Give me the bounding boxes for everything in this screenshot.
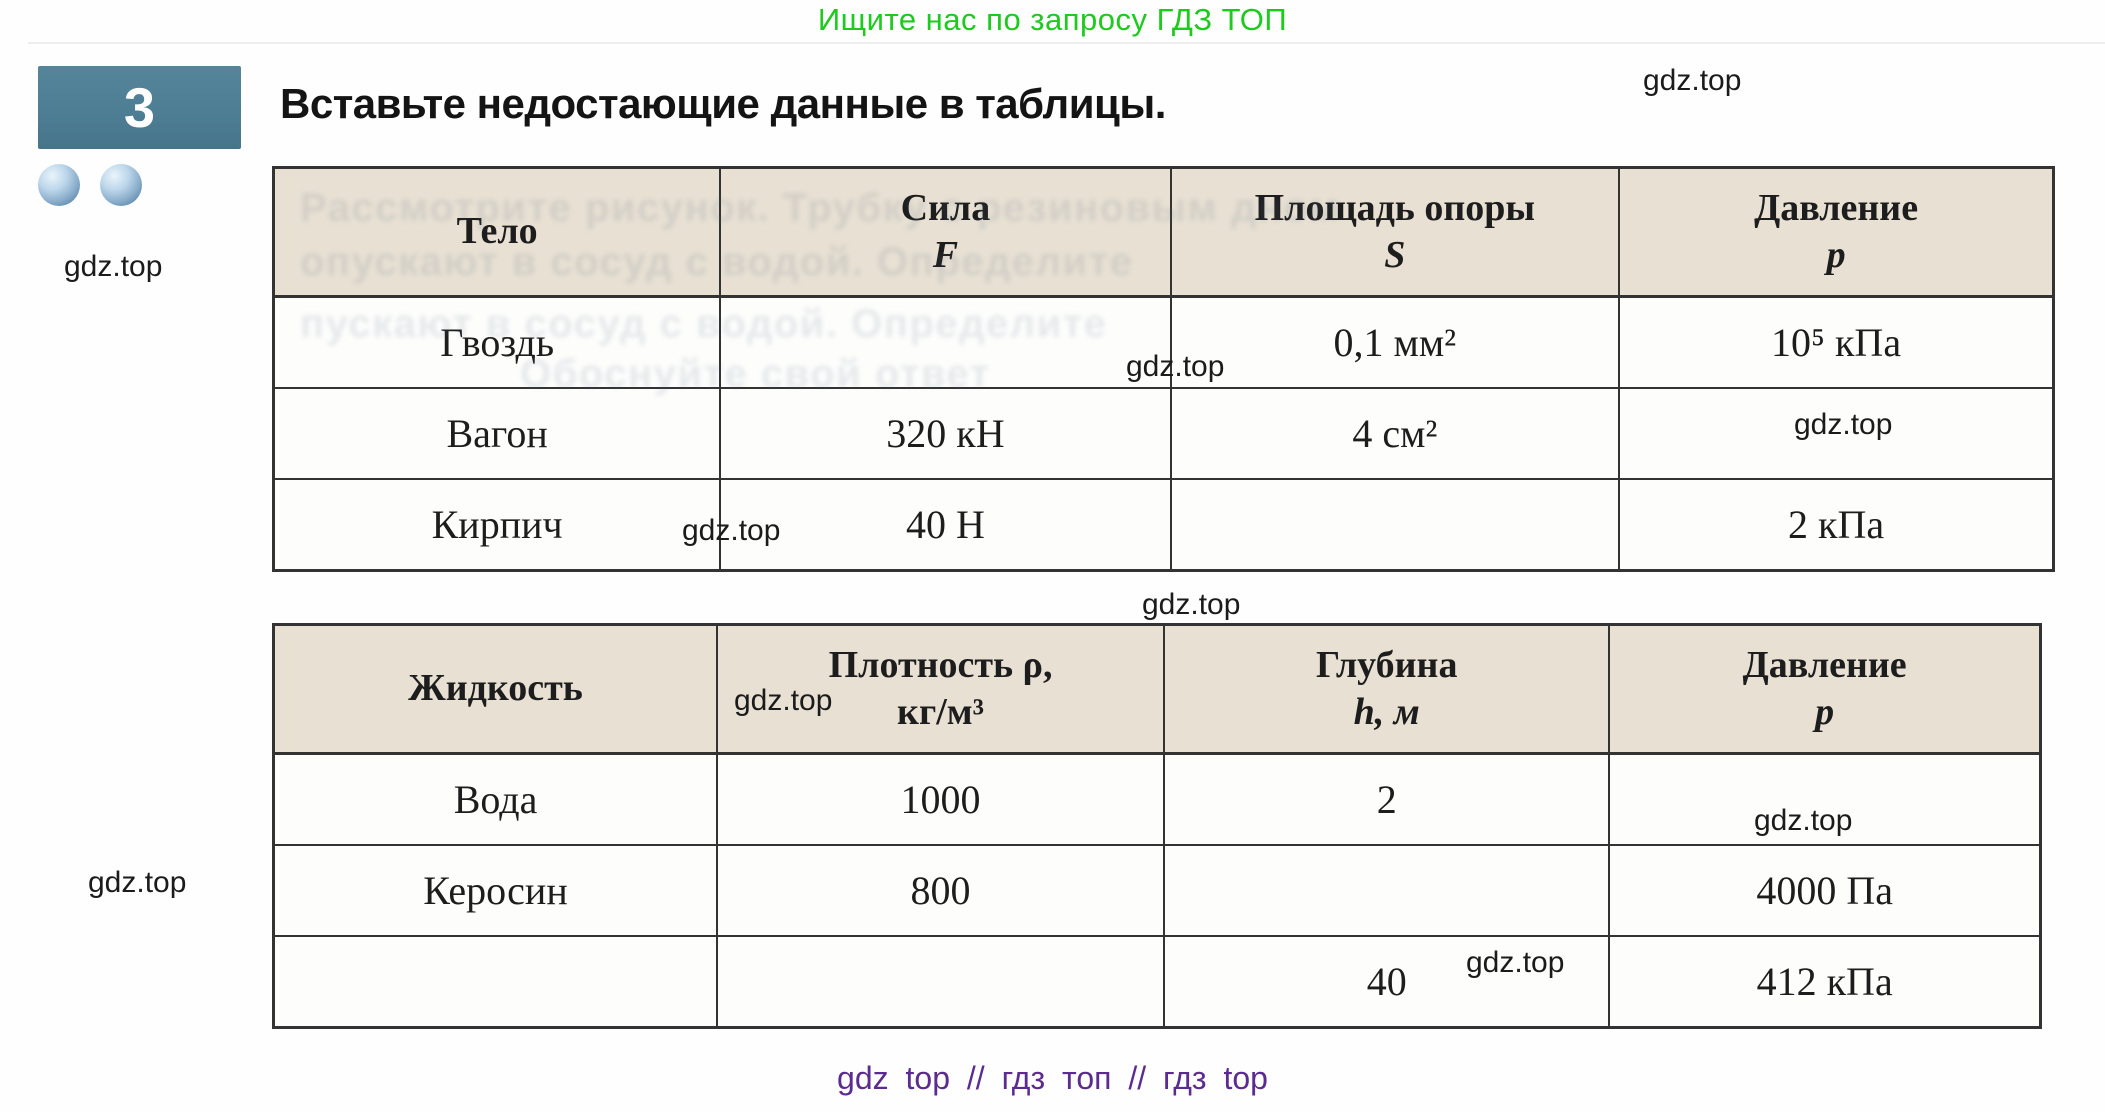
table-header-row: Тело Сила F Площадь опоры S Давление p — [272, 166, 2055, 298]
data-cell: 412 кПа — [1608, 935, 2042, 1029]
header-symbol: p — [1815, 691, 1835, 733]
gdz-watermark: gdz.top — [88, 866, 187, 899]
table-row: 40 412 кПа — [272, 935, 2042, 1029]
table-header-row: Жидкость Плотность ρ, кг/м³ Глубина h, м Давл… — [272, 623, 2042, 755]
table-row: Вода 1000 2 — [272, 752, 2042, 846]
empty-cell-to-fill — [1163, 844, 1611, 937]
empty-cell-to-fill — [1169, 478, 1621, 572]
data-cell: 2 кПа — [1618, 478, 2055, 572]
data-cell: 320 кН — [719, 387, 1172, 480]
data-cell: Кирпич — [272, 478, 722, 572]
table-row: Керосин 800 4000 Па — [272, 844, 2042, 937]
header-label: Плотность ρ, — [828, 643, 1053, 686]
table-row: Вагон 320 кН 4 см² — [272, 387, 2055, 480]
table-row: Кирпич 40 Н 2 кПа — [272, 478, 2055, 572]
header-label: Площадь опоры — [1254, 186, 1536, 229]
scan-page-edge — [28, 42, 2105, 44]
promo-banner-text: Ищите нас по запросу ГДЗ ТОП — [817, 2, 1288, 37]
gdz-watermark: gdz.top — [1466, 946, 1565, 979]
footer-watermark: gdz top // гдз топ // гдз top — [837, 1060, 1268, 1096]
task-title: Вставьте недостающие данные в таблицы. — [280, 80, 1166, 127]
data-cell: 0,1 мм² — [1169, 295, 1621, 389]
pressure-solids-table: Тело Сила F Площадь опоры S Давление p Гвоздь 0,… — [272, 166, 2055, 572]
header-cell: Жидкость — [272, 623, 719, 755]
bleedthrough-text: опускают в сосуд с водой. Определите — [300, 240, 1134, 284]
gdz-watermark: gdz.top — [1754, 804, 1853, 837]
gdz-watermark: gdz.top — [682, 514, 781, 547]
difficulty-dot-icon — [100, 164, 142, 206]
header-label: Тело — [456, 210, 538, 253]
empty-cell-to-fill — [1618, 387, 2055, 480]
data-cell: Вагон — [272, 387, 722, 480]
bleedthrough-text: Рассмотрите рисунок. Трубку с резиновым … — [300, 186, 1341, 230]
header-symbol: p — [1826, 234, 1846, 276]
table-row: Гвоздь 0,1 мм² 10⁵ кПа — [272, 295, 2055, 389]
difficulty-dot-icon — [38, 164, 80, 206]
gdz-watermark: gdz.top — [1794, 408, 1893, 441]
empty-cell-to-fill — [719, 295, 1172, 389]
header-label: Жидкость — [408, 667, 583, 710]
data-cell: Керосин — [272, 844, 719, 937]
data-cell: 1000 — [716, 752, 1166, 846]
header-cell: Сила F — [719, 166, 1172, 298]
pressure-liquids-table: Жидкость Плотность ρ, кг/м³ Глубина h, м Давл… — [272, 623, 2042, 1029]
bleedthrough-text: пускают в сосуд с водой. Определите — [300, 302, 1108, 346]
gdz-watermark: gdz.top — [1142, 588, 1241, 621]
header-symbol: F — [932, 234, 959, 276]
header-cell: Плотность ρ, кг/м³ — [716, 623, 1166, 755]
header-cell: Глубина h, м — [1163, 623, 1611, 755]
header-symbol: S — [1384, 234, 1406, 276]
data-cell: 4000 Па — [1608, 844, 2042, 937]
data-cell: 10⁵ кПа — [1618, 295, 2055, 389]
data-cell: 2 — [1163, 752, 1611, 846]
empty-cell-to-fill — [1608, 752, 2042, 846]
header-label: Сила — [900, 186, 991, 229]
empty-cell-to-fill — [716, 935, 1166, 1029]
data-cell: 800 — [716, 844, 1166, 937]
header-symbol: кг/м³ — [897, 691, 985, 733]
header-label: Давление — [1742, 643, 1907, 686]
gdz-watermark: gdz.top — [64, 250, 163, 283]
header-cell: Давление p — [1608, 623, 2042, 755]
data-cell: Вода — [272, 752, 719, 846]
gdz-watermark: gdz.top — [1126, 350, 1225, 383]
header-cell: Площадь опоры S — [1169, 166, 1621, 298]
gdz-watermark: gdz.top — [1643, 64, 1742, 97]
difficulty-dots — [38, 164, 142, 206]
empty-cell-to-fill — [272, 935, 719, 1029]
header-symbol: h, м — [1353, 691, 1420, 733]
header-cell: Давление p — [1618, 166, 2055, 298]
task-number-badge: 3 — [38, 66, 241, 149]
data-cell: 4 см² — [1169, 387, 1621, 480]
header-cell: Тело — [272, 166, 722, 298]
data-cell: 40 — [1163, 935, 1611, 1029]
bleedthrough-text: Обоснуйте свой ответ — [520, 352, 991, 396]
data-cell: Гвоздь — [272, 295, 722, 389]
header-label: Глубина — [1315, 643, 1458, 686]
gdz-watermark: gdz.top — [734, 684, 833, 717]
data-cell: 40 Н — [719, 478, 1172, 572]
header-label: Давление — [1754, 186, 1919, 229]
